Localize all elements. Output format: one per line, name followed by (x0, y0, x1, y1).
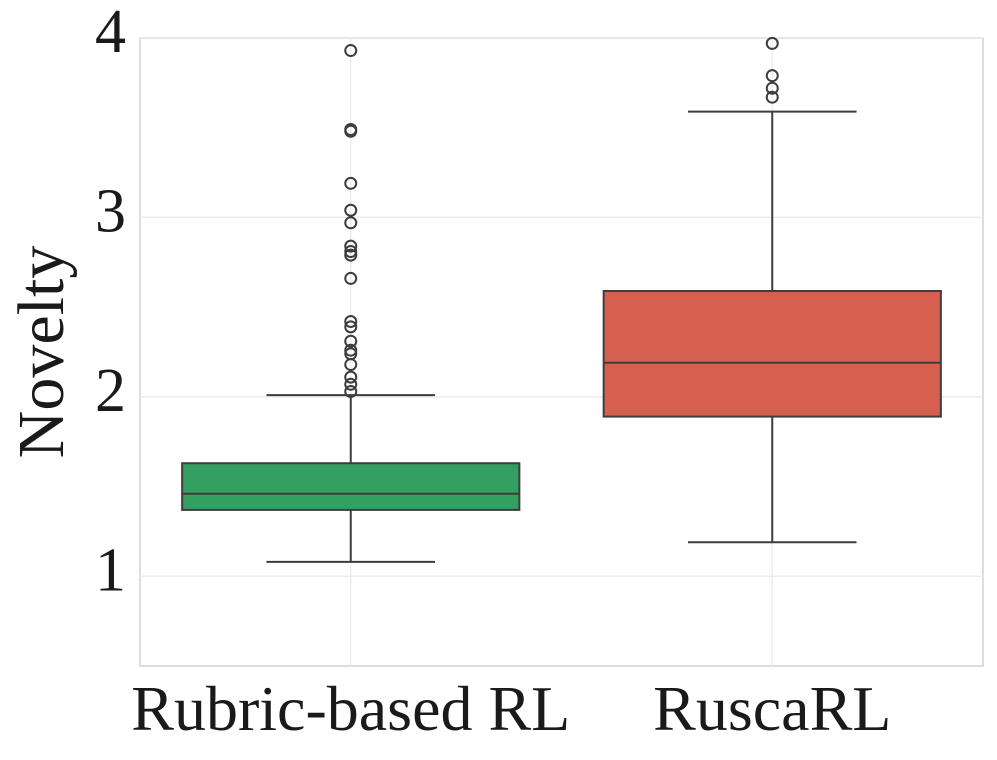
y-tick-label: 1 (95, 537, 126, 605)
outlier (344, 124, 358, 138)
outlier (344, 248, 358, 262)
box (181, 462, 521, 511)
outlier (344, 44, 358, 58)
box (602, 289, 942, 418)
outlier (344, 377, 358, 391)
x-tick-label: RuscaRL (653, 673, 891, 744)
outlier (344, 203, 358, 217)
outlier (765, 90, 779, 104)
outlier (765, 69, 779, 83)
outlier (344, 370, 358, 384)
outlier (344, 343, 358, 357)
y-tick-label: 4 (95, 0, 126, 66)
outlier (344, 384, 358, 398)
outlier (344, 245, 358, 259)
outlier (344, 358, 358, 372)
outlier (344, 216, 358, 230)
outlier (344, 320, 358, 334)
y-tick-label: 3 (95, 178, 126, 246)
outlier (344, 334, 358, 348)
outlier (344, 239, 358, 253)
y-axis-label: Novelty (5, 246, 78, 459)
y-tick-label: 2 (95, 357, 126, 425)
x-tick-label: Rubric-based RL (131, 673, 570, 744)
outlier (765, 81, 779, 95)
outlier (344, 314, 358, 328)
outlier (344, 176, 358, 190)
outlier (344, 271, 358, 285)
outlier (765, 36, 779, 50)
